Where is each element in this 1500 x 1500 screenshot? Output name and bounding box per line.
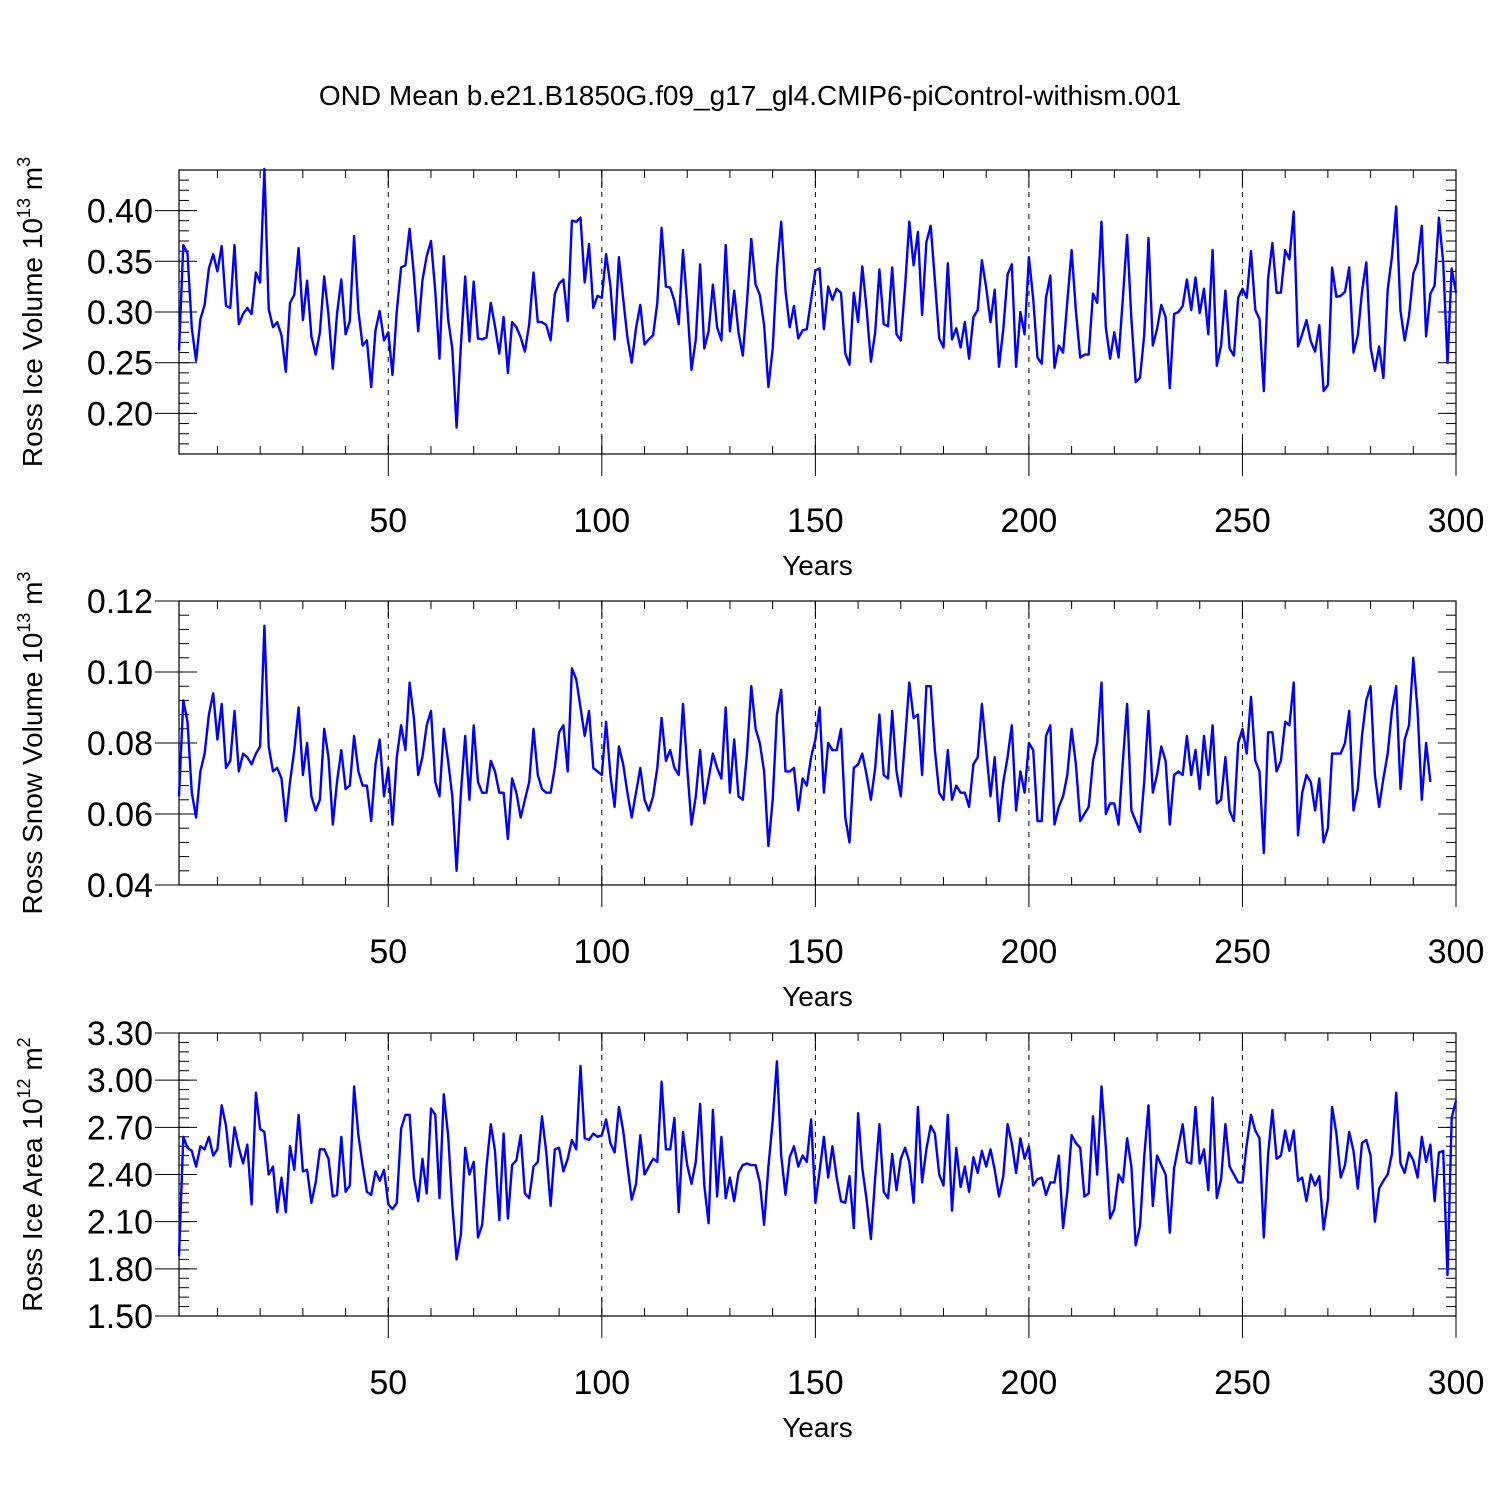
- snow-volume-y-label-unit: m: [17, 582, 48, 613]
- ice-volume-plot-frame: [178, 169, 1457, 455]
- snow-volume-x-axis-label: Years: [782, 981, 853, 1012]
- ice-area-y-label-unit: m: [17, 1047, 48, 1078]
- ice-area-y-label-main: Ross Ice Area 10: [17, 1098, 48, 1311]
- ice-volume-y-tick-label: 0.35: [87, 243, 153, 281]
- ice-volume-x-axis-label: Years: [782, 550, 853, 581]
- snow-volume-y-tick-label: 0.04: [87, 867, 153, 905]
- snow-volume-x-tick-label: 300: [1428, 933, 1485, 971]
- ice-area-y-tick-label: 3.30: [87, 1015, 153, 1053]
- ice-volume-y-label-unit: m: [17, 167, 48, 198]
- ice-area-x-tick-label: 300: [1428, 1364, 1485, 1402]
- ice-volume-x-tick-label: 150: [787, 502, 844, 540]
- ice-area-y-tick-label: 2.70: [87, 1109, 153, 1147]
- panel-ross-ice-area: 1.50 1.80 2.10 2.40 2.70 3.00 3.30 50 100 150 200 2…: [14, 1015, 1484, 1443]
- snow-volume-y-tick-label: 0.06: [87, 796, 153, 834]
- ice-area-x-axis-label: Years: [782, 1412, 853, 1443]
- snow-volume-y-label-unit-exp: 3: [14, 572, 34, 582]
- ice-volume-y-axis-label: Ross Ice Volume 1013 m3: [14, 157, 48, 467]
- ice-area-y-tick-label: 3.00: [87, 1062, 153, 1100]
- snow-volume-y-label-exp: 13: [14, 613, 34, 633]
- snow-volume-x-tick-label: 250: [1214, 933, 1271, 971]
- chart-title: OND Mean b.e21.B1850G.f09_g17_gl4.CMIP6-…: [318, 80, 1182, 111]
- ice-volume-x-tick-label: 200: [1001, 502, 1058, 540]
- ice-volume-y-tick-label: 0.40: [87, 193, 153, 231]
- ice-volume-y-label-unit-exp: 3: [14, 157, 34, 167]
- snow-volume-y-tick-label: 0.08: [87, 725, 153, 763]
- ice-volume-x-tick-label: 300: [1428, 502, 1485, 540]
- snow-volume-x-tick-label: 150: [787, 933, 844, 971]
- snow-volume-y-tick-label: 0.10: [87, 654, 153, 692]
- snow-volume-y-label-main: Ross Snow Volume 10: [17, 633, 48, 915]
- ice-area-x-tick-label: 250: [1214, 1364, 1271, 1402]
- ice-area-x-tick-label: 100: [573, 1364, 630, 1402]
- ice-area-plot-frame: [178, 1032, 1457, 1317]
- ice-area-x-tick-label: 200: [1001, 1364, 1058, 1402]
- ice-area-y-tick-label: 2.10: [87, 1204, 153, 1242]
- ice-area-y-tick-label: 1.50: [87, 1298, 153, 1336]
- snow-volume-x-tick-label: 200: [1001, 933, 1058, 971]
- ice-area-y-tick-label: 2.40: [87, 1157, 153, 1195]
- ice-volume-x-tick-label: 50: [369, 502, 407, 540]
- snow-volume-x-tick-label: 100: [573, 933, 630, 971]
- ice-area-x-tick-label: 150: [787, 1364, 844, 1402]
- ice-volume-series-line: [177, 167, 1458, 429]
- snow-volume-series-line: [177, 624, 1432, 872]
- snow-volume-x-tick-label: 50: [369, 933, 407, 971]
- ice-volume-x-tick-label: 100: [573, 502, 630, 540]
- snow-volume-y-tick-label: 0.12: [87, 583, 153, 621]
- ice-volume-y-tick-label: 0.30: [87, 294, 153, 332]
- ice-volume-y-label-exp: 13: [14, 198, 34, 218]
- ice-area-y-axis-label: Ross Ice Area 1012 m2: [14, 1037, 48, 1311]
- ice-area-series-line: [177, 1060, 1458, 1277]
- ice-volume-x-tick-label: 250: [1214, 502, 1271, 540]
- ice-area-x-tick-label: 50: [369, 1364, 407, 1402]
- snow-volume-plot-frame: [178, 600, 1457, 886]
- ice-volume-y-tick-label: 0.25: [87, 345, 153, 383]
- ice-area-y-tick-label: 1.80: [87, 1251, 153, 1289]
- snow-volume-y-axis-label: Ross Snow Volume 1013 m3: [14, 572, 48, 915]
- panel-ross-snow-volume: 0.04 0.06 0.08 0.10 0.12 50 100 150 200 250 300 Yea…: [14, 572, 1484, 1012]
- ice-volume-y-label-main: Ross Ice Volume 10: [17, 218, 48, 467]
- panel-ross-ice-volume: 0.20 0.25 0.30 0.35 0.40 50 100 150 200 250 300 Yea…: [14, 157, 1484, 581]
- ice-area-y-label-exp: 12: [14, 1078, 34, 1098]
- ice-area-y-label-unit-exp: 2: [14, 1037, 34, 1047]
- ice-volume-y-tick-label: 0.20: [87, 395, 153, 433]
